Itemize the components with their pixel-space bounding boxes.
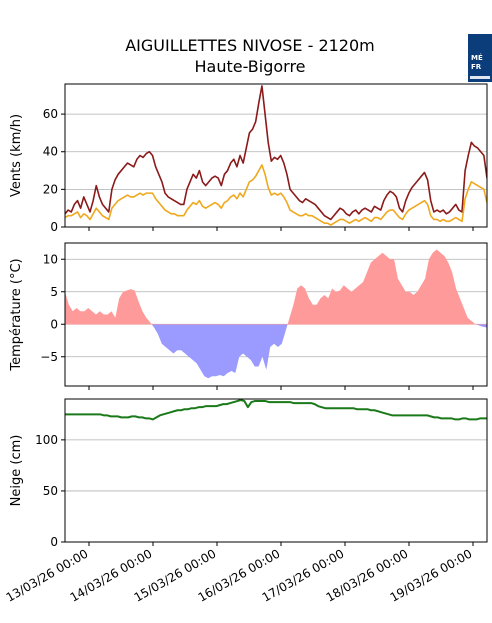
- y-tick-label: 40: [43, 145, 58, 159]
- y-tick-label: 50: [43, 484, 58, 498]
- y-tick-label: 100: [35, 433, 58, 447]
- temperature-negative-group: [65, 324, 487, 379]
- y-tick-label: 10: [43, 252, 58, 266]
- logo-text-line-1: MÉ: [471, 54, 483, 62]
- snow-line: [65, 399, 487, 421]
- temperature-positive-area: [65, 249, 487, 325]
- logo-bar: [470, 76, 490, 79]
- y-tick-label: 0: [50, 317, 58, 331]
- y-axis-label: Vents (km/h): [9, 114, 24, 197]
- y-tick-label: 5: [50, 285, 58, 299]
- y-axis-label: Température (°C): [9, 258, 24, 371]
- y-tick-label: 0: [50, 220, 58, 234]
- chart-panels: 0 20 40 60 Vents (km/h) −5 0 5 10 Température (°C…: [4, 83, 488, 605]
- y-tick-label: −5: [40, 350, 58, 364]
- y-tick-label: 20: [43, 182, 58, 196]
- panel-frame: [64, 398, 488, 543]
- temperature-positive-group: [65, 249, 487, 325]
- temperature-negative-area: [65, 324, 487, 379]
- panel-2: −5 0 5 10 Température (°C): [9, 242, 488, 390]
- logo-text-line-2: FR: [471, 63, 482, 71]
- plot-area: [65, 399, 487, 421]
- y-axis-label: Neige (cm): [9, 435, 24, 507]
- y-tick-label: 0: [50, 535, 58, 549]
- wind-mean-line: [65, 164, 487, 226]
- panel-frame: [64, 83, 488, 228]
- plot-area: [65, 249, 487, 379]
- chart-subtitle: Haute-Bigorre: [194, 57, 306, 76]
- panel-frame: [64, 242, 488, 387]
- wind-max-line: [65, 85, 487, 221]
- y-tick-label: 60: [43, 107, 58, 121]
- chart-title: AIGUILLETTES NIVOSE - 2120m: [125, 36, 375, 55]
- panel-1: 0 20 40 60 Vents (km/h): [9, 83, 488, 234]
- meteo-france-logo: MÉ FR: [468, 34, 492, 82]
- plot-area: [65, 85, 487, 226]
